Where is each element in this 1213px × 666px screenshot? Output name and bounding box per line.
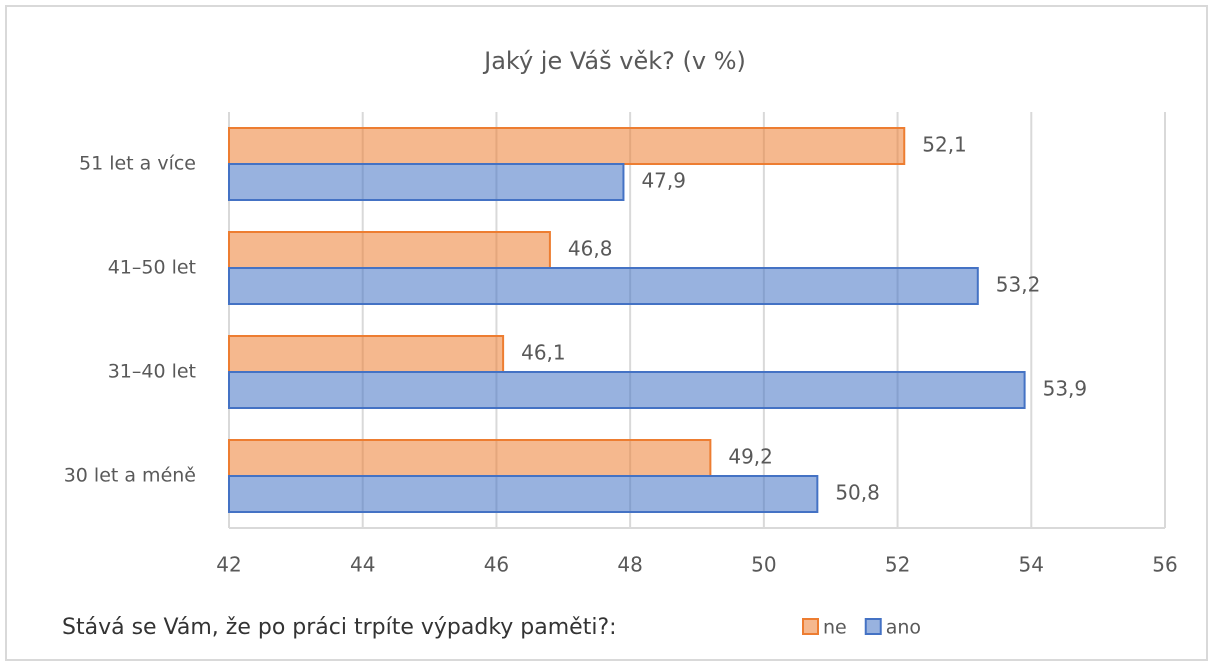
- chart-frame: [5, 5, 1208, 661]
- y-tick-label: 41–50 let: [108, 257, 196, 279]
- x-tick-label: 52: [885, 553, 910, 577]
- bar: [228, 163, 625, 201]
- value-label: 49,2: [728, 445, 773, 469]
- value-label: 46,1: [521, 341, 566, 365]
- value-label: 52,1: [922, 133, 967, 157]
- y-tick-label: 30 let a méně: [64, 465, 196, 487]
- legend-swatch: [802, 618, 819, 635]
- value-label: 46,8: [568, 237, 613, 261]
- bar: [228, 439, 712, 477]
- x-tick-label: 42: [216, 553, 241, 577]
- x-tick-label: 50: [751, 553, 776, 577]
- value-label: 47,9: [641, 169, 686, 193]
- legend-swatch: [864, 618, 882, 635]
- chart-title: Jaký je Váš věk? (v %): [482, 47, 746, 75]
- bar: [228, 335, 505, 373]
- bar: [228, 267, 979, 305]
- bar: [228, 127, 906, 165]
- x-tick-label: 54: [1019, 553, 1044, 577]
- x-tick-label: 46: [484, 553, 509, 577]
- bar: [228, 475, 819, 513]
- legend-label: ne: [823, 617, 847, 639]
- y-tick-label: 31–40 let: [108, 361, 196, 383]
- x-tick-label: 44: [350, 553, 375, 577]
- x-tick-label: 56: [1152, 553, 1177, 577]
- x-tick-label: 48: [617, 553, 642, 577]
- bar: [228, 231, 551, 269]
- value-label: 53,2: [996, 273, 1041, 297]
- bar: [228, 371, 1026, 409]
- legend-label: ano: [886, 617, 921, 639]
- legend-title: Stává se Vám, že po práci trpíte výpadky…: [62, 615, 617, 640]
- value-label: 53,9: [1043, 377, 1088, 401]
- value-label: 50,8: [835, 481, 880, 505]
- y-tick-label: 51 let a více: [79, 153, 196, 175]
